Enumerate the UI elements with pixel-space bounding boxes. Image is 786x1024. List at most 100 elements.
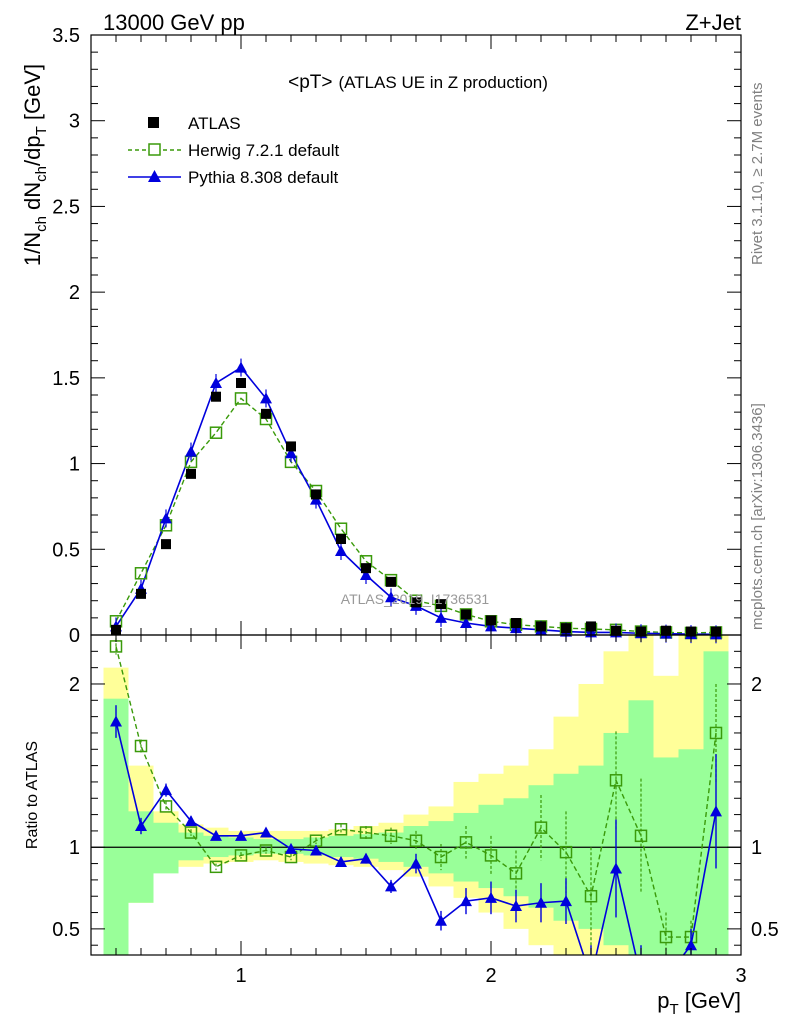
ratio-point-pythia bbox=[485, 891, 497, 903]
header-left: 13000 GeV pp bbox=[103, 10, 245, 35]
ratio-y-tick-label-right: 1 bbox=[751, 837, 762, 859]
legend-marker-pythia bbox=[148, 170, 161, 182]
band-inner bbox=[203, 835, 229, 858]
band-inner bbox=[653, 757, 679, 955]
main-point-pythia bbox=[260, 392, 272, 404]
main-point-atlas bbox=[461, 609, 471, 620]
axes: 1 2 3 0 0.5 1 1.5 2 2.5 3 3.5 0.5 0.5 1 1 2 2 bbox=[52, 25, 779, 987]
ratio-point-pythia bbox=[235, 829, 247, 841]
ratio-point-pythia bbox=[335, 855, 347, 867]
main-title: <pT> (ATLAS UE in Z production) bbox=[288, 72, 548, 93]
main-point-atlas bbox=[311, 489, 321, 500]
ratio-point-herwig bbox=[634, 829, 648, 843]
x-tick-label: 1 bbox=[235, 965, 246, 987]
rivet-label: Rivet 3.1.10, ≥ 2.7M events bbox=[749, 83, 766, 266]
ratio-point-herwig bbox=[334, 823, 348, 836]
ratio-point-pythia bbox=[460, 895, 472, 907]
main-point-pythia bbox=[235, 361, 247, 373]
main-y-tick-label: 0.5 bbox=[52, 539, 80, 561]
legend-label-atlas: ATLAS bbox=[188, 114, 241, 133]
ratio-point-pythia bbox=[610, 862, 622, 874]
main-point-pythia bbox=[460, 617, 472, 628]
main-point-atlas bbox=[411, 597, 421, 608]
main-point-atlas bbox=[436, 599, 446, 610]
mcplots-label: mcplots.cern.ch [arXiv:1306.3436] bbox=[749, 403, 766, 630]
main-point-atlas bbox=[286, 441, 296, 452]
band-inner bbox=[103, 698, 129, 955]
main-point-atlas bbox=[211, 391, 221, 402]
ratio-point-herwig bbox=[584, 889, 598, 903]
band-inner bbox=[328, 835, 354, 858]
header-right: Z+Jet bbox=[685, 10, 741, 35]
main-point-atlas bbox=[386, 576, 396, 587]
ratio-point-herwig bbox=[384, 829, 398, 843]
main-point-pythia bbox=[385, 591, 397, 603]
band-inner bbox=[678, 749, 704, 955]
main-point-pythia bbox=[210, 377, 222, 388]
main-point-herwig bbox=[209, 426, 223, 439]
ratio-point-pythia bbox=[435, 914, 447, 926]
main-point-pythia bbox=[285, 447, 297, 459]
ratio-point-herwig bbox=[409, 834, 423, 847]
ratio-point-pythia bbox=[310, 844, 322, 856]
main-point-pythia bbox=[360, 569, 372, 580]
main-point-pythia bbox=[435, 611, 447, 623]
ratio-y-tick-label-right: 2 bbox=[751, 674, 762, 696]
ratio-point-pythia bbox=[585, 972, 597, 983]
ratio-point-herwig bbox=[159, 800, 173, 813]
main-point-atlas bbox=[236, 378, 246, 388]
main-point-atlas bbox=[361, 563, 371, 574]
ratio-point-pythia bbox=[285, 842, 297, 854]
main-point-atlas bbox=[186, 468, 196, 479]
ratio-point-pythia bbox=[510, 900, 522, 912]
main-y-tick-label: 1 bbox=[69, 454, 80, 476]
main-title-pt: <pT> bbox=[288, 72, 332, 93]
ratio-point-pythia bbox=[560, 895, 572, 907]
main-y-tick-label: 1.5 bbox=[52, 368, 80, 390]
ratio-point-pythia bbox=[185, 815, 197, 827]
ratio-point-herwig bbox=[559, 845, 573, 859]
ratio-y-tick-label-right: 0.5 bbox=[751, 919, 779, 941]
ratio-y-axis-label: Ratio to ATLAS bbox=[24, 741, 41, 849]
ratio-point-pythia bbox=[635, 972, 647, 983]
main-point-atlas bbox=[511, 618, 521, 628]
ratio-point-pythia bbox=[685, 939, 697, 951]
main-y-axis-label: 1/Nch dNch/dpT [GeV] bbox=[20, 64, 50, 266]
ratio-point-pythia bbox=[210, 829, 222, 841]
legend-marker-herwig bbox=[148, 143, 161, 156]
main-point-pythia bbox=[335, 545, 347, 556]
ratio-point-pythia bbox=[660, 972, 672, 983]
ratio-y-tick-label: 2 bbox=[69, 674, 80, 696]
main-point-pythia bbox=[160, 512, 172, 524]
ratio-point-pythia bbox=[710, 805, 722, 817]
ratio-point-herwig bbox=[259, 844, 273, 857]
ratio-point-herwig bbox=[209, 860, 223, 874]
x-tick-label: 2 bbox=[485, 965, 496, 987]
main-y-tick-label: 3.5 bbox=[52, 25, 80, 47]
ratio-point-pythia bbox=[410, 857, 422, 869]
main-y-tick-label: 0 bbox=[69, 625, 80, 647]
main-title-subtitle: (ATLAS UE in Z production) bbox=[338, 73, 547, 92]
legend-label-herwig: Herwig 7.2.1 default bbox=[188, 141, 339, 160]
watermark: ATLAS_2019_I1736531 bbox=[341, 591, 490, 607]
band-inner bbox=[178, 832, 204, 861]
ratio-point-herwig bbox=[484, 849, 498, 862]
ratio-series bbox=[91, 638, 741, 983]
band-inner bbox=[628, 700, 654, 955]
ratio-point-herwig bbox=[659, 930, 673, 944]
ratio-point-herwig bbox=[609, 774, 623, 787]
legend: ATLAS Herwig 7.2.1 default Pythia 8.308 … bbox=[128, 114, 339, 187]
main-point-herwig bbox=[234, 392, 248, 405]
ratio-clipped-group bbox=[109, 638, 723, 983]
x-axis-label: pT [GeV] bbox=[657, 988, 741, 1018]
ratio-point-herwig bbox=[184, 826, 198, 839]
legend-marker-atlas bbox=[148, 117, 159, 128]
ratio-point-pythia bbox=[110, 715, 122, 727]
main-y-tick-label: 2 bbox=[69, 282, 80, 304]
main-point-atlas bbox=[161, 539, 171, 550]
main-point-herwig bbox=[134, 567, 148, 580]
ratio-y-tick-label: 1 bbox=[69, 837, 80, 859]
main-point-atlas bbox=[336, 534, 346, 544]
main-point-atlas bbox=[586, 621, 596, 632]
